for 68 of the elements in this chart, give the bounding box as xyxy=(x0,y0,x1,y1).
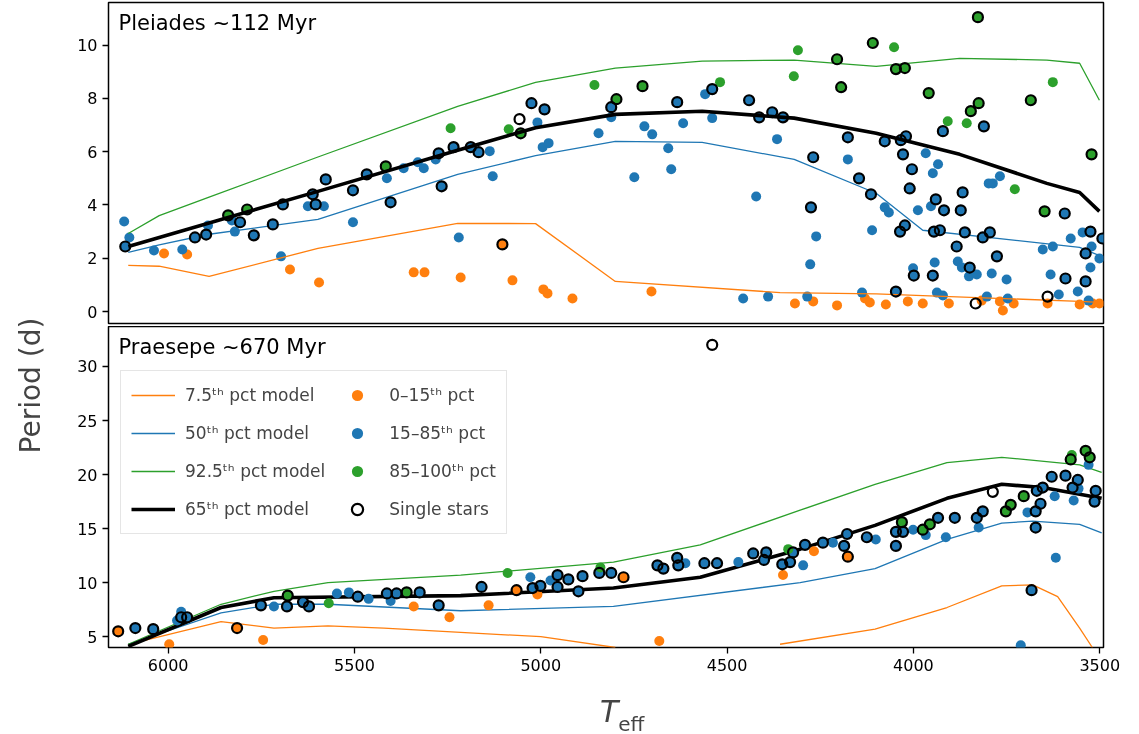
point xyxy=(789,298,800,309)
y-tick-label: 8 xyxy=(87,89,98,109)
point xyxy=(792,45,803,56)
y-tick-label: 25 xyxy=(77,411,98,431)
point xyxy=(258,634,269,645)
legend-label: 50ᵗʰ pct model xyxy=(185,422,310,445)
y-tick-label: 30 xyxy=(77,357,98,377)
point xyxy=(507,275,518,286)
x-tick-label: 5500 xyxy=(334,655,375,675)
point xyxy=(567,293,578,304)
point xyxy=(323,598,334,609)
chart-title: Praesepe ~670 Myr xyxy=(118,334,326,359)
point xyxy=(408,601,419,612)
point xyxy=(889,42,900,53)
x-tick-label: 6000 xyxy=(147,655,189,675)
point xyxy=(880,299,891,310)
point xyxy=(961,118,972,129)
point xyxy=(589,80,600,91)
point xyxy=(778,570,789,581)
point xyxy=(832,300,843,311)
y-tick-label: 10 xyxy=(77,36,98,56)
point xyxy=(788,71,799,82)
point xyxy=(483,600,494,611)
point xyxy=(1047,77,1058,88)
x-tick-label: 3500 xyxy=(1079,655,1121,675)
point xyxy=(808,546,819,557)
point xyxy=(164,639,175,648)
point xyxy=(502,567,513,578)
chart-title: Pleiades ~112 Myr xyxy=(118,10,317,35)
x-tick-label: 4000 xyxy=(893,655,934,675)
point xyxy=(646,286,657,297)
point xyxy=(542,288,553,299)
point xyxy=(419,267,430,278)
x-tick-label: 4500 xyxy=(706,655,748,675)
y-tick-label: 2 xyxy=(87,249,98,269)
point xyxy=(654,636,665,647)
y-tick-label: 6 xyxy=(87,142,98,162)
point xyxy=(943,298,954,309)
point xyxy=(455,272,466,283)
point xyxy=(997,305,1008,316)
point xyxy=(942,116,953,127)
y-axis-title: Period (d) xyxy=(14,317,47,454)
y-tick-label: 15 xyxy=(77,519,98,539)
point xyxy=(314,277,325,288)
point xyxy=(408,267,419,278)
point xyxy=(715,77,726,88)
x-tick-label: 5000 xyxy=(520,655,562,675)
y-tick-label: 0 xyxy=(87,302,98,322)
y-tick-label: 10 xyxy=(77,573,98,593)
point xyxy=(917,298,928,309)
y-tick-label: 20 xyxy=(77,465,98,485)
point xyxy=(159,248,170,259)
legend-label: Single stars xyxy=(389,498,489,521)
legend-label: 85–100ᵗʰ pct xyxy=(389,460,496,483)
legend-label: 0–15ᵗʰ pct xyxy=(389,384,475,407)
legend-label: 7.5ᵗʰ pct model xyxy=(185,384,315,407)
point xyxy=(902,296,913,307)
point xyxy=(864,297,875,308)
legend-label: 92.5ᵗʰ pct model xyxy=(185,460,326,483)
legend-label: 65ᵗʰ pct model xyxy=(185,498,310,521)
point xyxy=(1009,184,1020,195)
point xyxy=(445,123,456,134)
point xyxy=(444,612,455,623)
y-tick-label: 5 xyxy=(87,627,98,647)
legend-label: 15–85ᵗʰ pct xyxy=(389,422,486,445)
point xyxy=(284,264,295,275)
y-tick-label: 4 xyxy=(87,195,98,215)
point xyxy=(503,124,514,135)
